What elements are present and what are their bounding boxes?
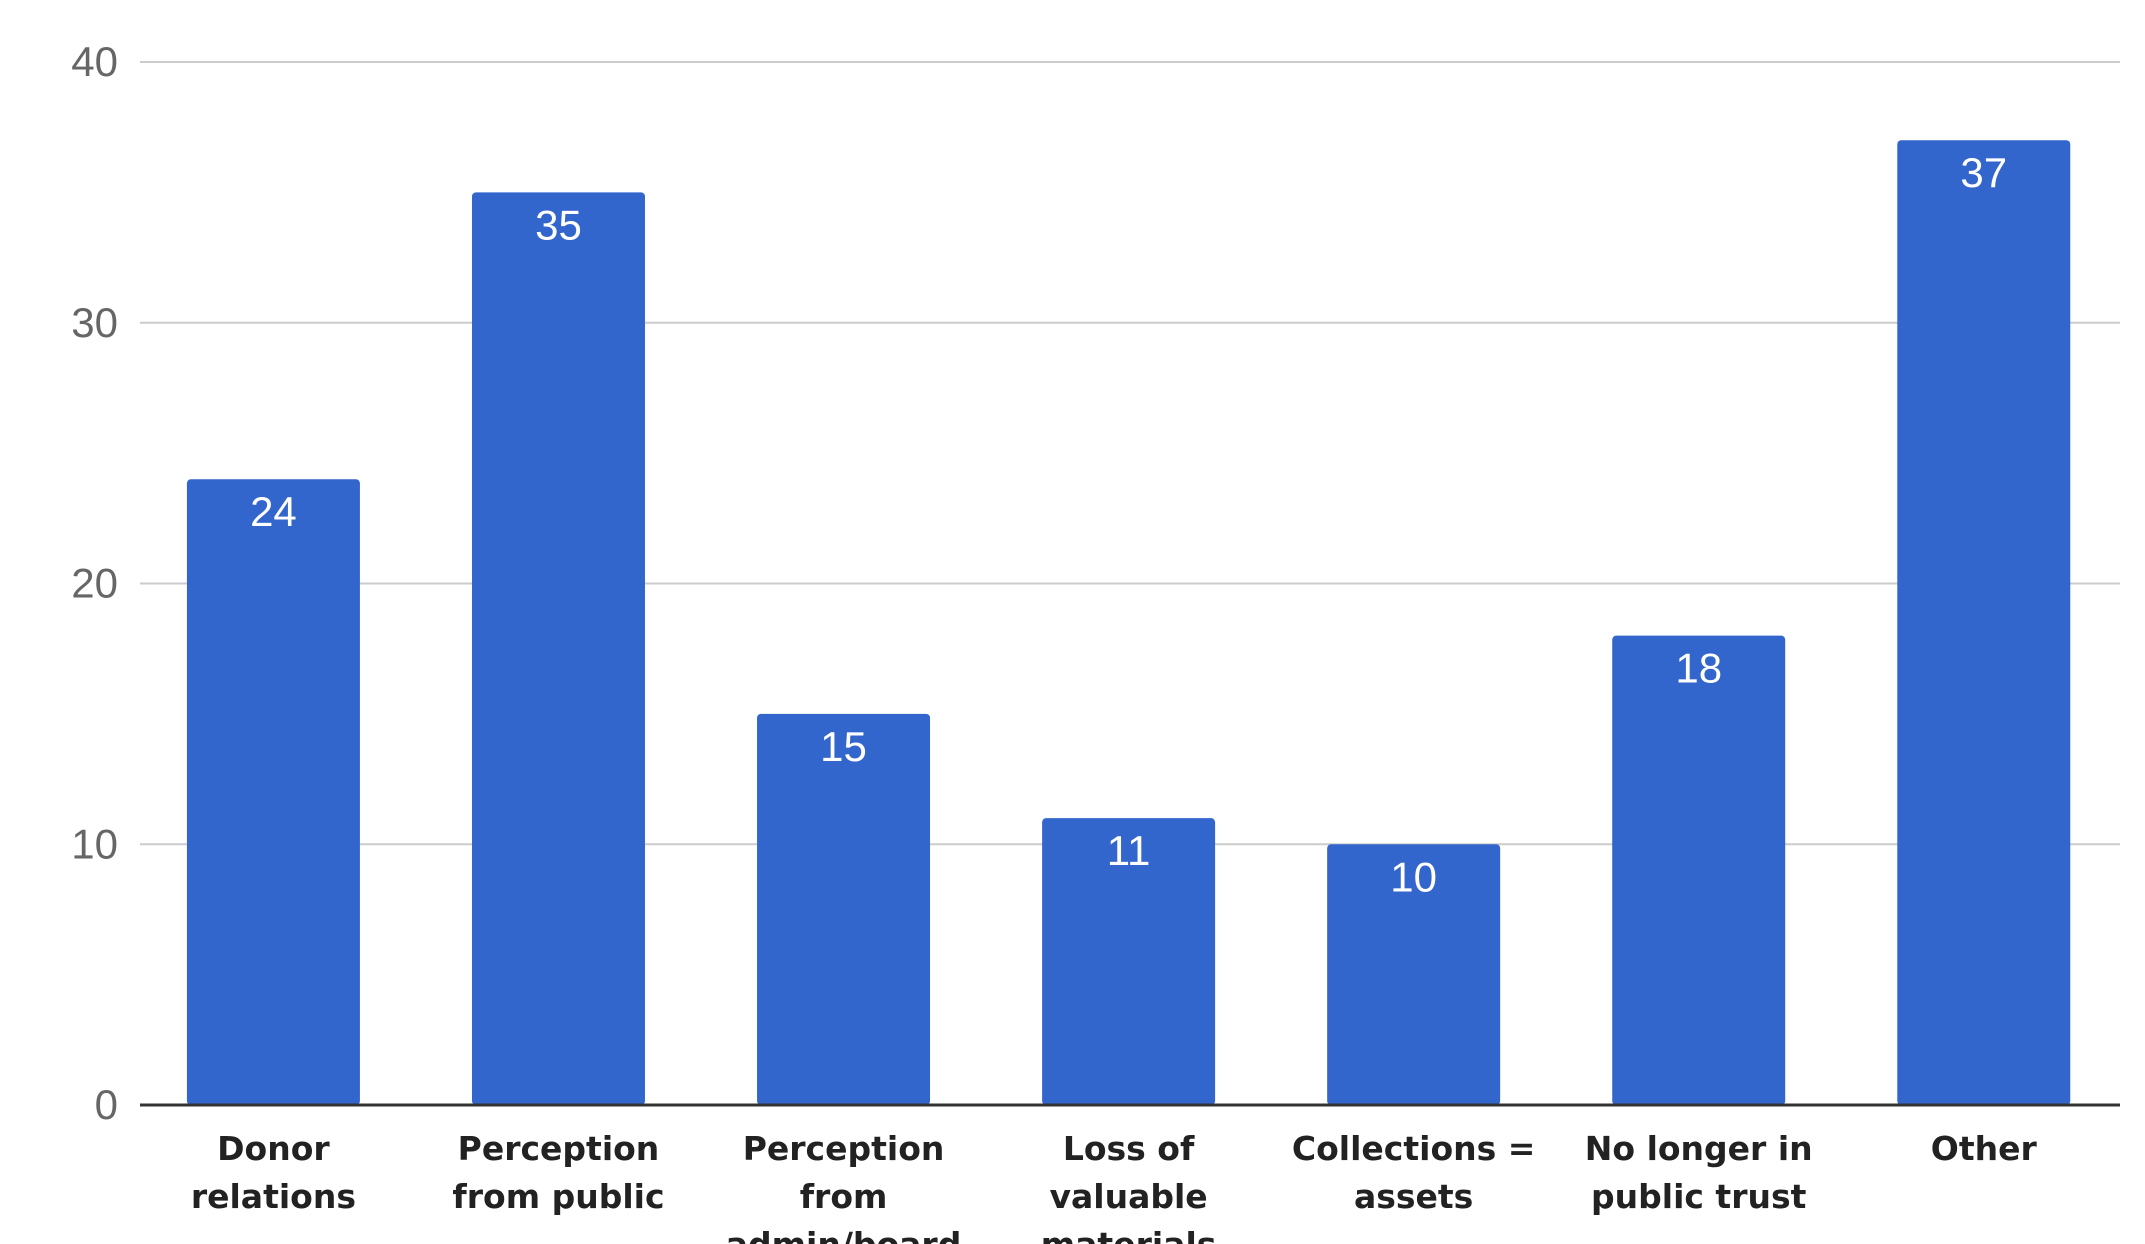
y-tick-label: 30	[71, 299, 118, 346]
bar	[186, 479, 360, 1105]
x-tick-label-line: Other	[1931, 1129, 2038, 1168]
bar	[1042, 818, 1216, 1105]
bar	[1897, 140, 2071, 1106]
bar-layer	[186, 140, 2071, 1106]
bar	[471, 192, 645, 1105]
x-tick-label: Loss of valuable materials	[1041, 1129, 1217, 1244]
data-label: 37	[1960, 149, 2007, 196]
x-tick-label: Collections = assets	[1292, 1129, 1536, 1216]
bar	[757, 713, 931, 1105]
x-tick-label-line: assets	[1354, 1177, 1473, 1216]
x-tick-label-line: Perception	[458, 1129, 660, 1168]
x-tick-label: Perception from public	[452, 1129, 664, 1216]
axis-layer: 0 10 20 30 40 Donor relations Perception from pu…	[71, 38, 2120, 1244]
x-tick-label-line: materials	[1041, 1225, 1217, 1244]
x-tick-label-line: from public	[452, 1177, 664, 1216]
bar	[1327, 844, 1501, 1105]
data-label: 15	[820, 723, 867, 770]
x-tick-label-line: Loss of	[1063, 1129, 1195, 1168]
x-tick-label-line: relations	[191, 1177, 356, 1216]
x-tick-label-line: from	[800, 1177, 888, 1216]
x-tick-label-line: Perception	[743, 1129, 945, 1168]
x-tick-label-line: public trust	[1591, 1177, 1807, 1216]
data-label: 10	[1390, 853, 1437, 900]
y-tick-label: 10	[71, 820, 118, 867]
x-tick-label: No longer in public trust	[1585, 1129, 1813, 1216]
x-tick-label-line: No longer in	[1585, 1129, 1813, 1168]
data-label: 24	[250, 488, 297, 535]
x-tick-label-line: valuable	[1050, 1177, 1208, 1216]
data-label-layer: 24 35 15 11 10 18 37	[250, 149, 2007, 900]
x-tick-label-line: Collections =	[1292, 1129, 1536, 1168]
grid-layer	[140, 61, 2120, 846]
bar	[1612, 635, 1786, 1105]
x-tick-label: Perception from admin/board	[726, 1129, 962, 1244]
data-label: 35	[535, 201, 582, 248]
x-tick-label-line: Donor	[217, 1129, 330, 1168]
y-tick-label: 20	[71, 560, 118, 607]
x-tick-label: Donor relations	[191, 1129, 356, 1216]
y-tick-label: 0	[95, 1081, 118, 1128]
data-label: 11	[1107, 827, 1151, 874]
y-tick-label: 40	[71, 38, 118, 85]
x-tick-label: Other	[1931, 1129, 2038, 1168]
x-tick-label-line: admin/board	[726, 1225, 962, 1244]
data-label: 18	[1675, 645, 1722, 692]
